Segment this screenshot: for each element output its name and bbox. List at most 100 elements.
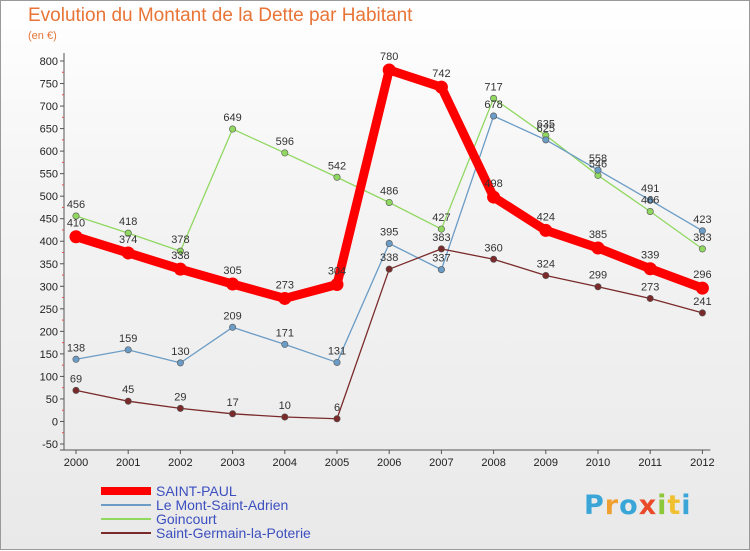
- y-tick-label: 600: [40, 146, 58, 158]
- data-label: 273: [641, 281, 659, 293]
- data-point: [72, 355, 80, 363]
- data-label: 305: [223, 265, 241, 277]
- data-point: [333, 358, 341, 366]
- data-label: 466: [641, 194, 659, 206]
- y-tick-label: 0: [52, 416, 58, 428]
- y-tick-label: 550: [40, 169, 58, 181]
- data-point: [281, 340, 289, 348]
- data-point: [124, 346, 132, 354]
- data-label: 159: [119, 333, 137, 345]
- chart-title: Evolution du Montant de la Dette par Hab…: [28, 5, 413, 26]
- data-label: 131: [328, 345, 346, 357]
- data-point: [124, 229, 132, 237]
- series-line: [71, 65, 707, 303]
- data-point: [591, 241, 605, 255]
- y-tick-label: 450: [40, 214, 58, 226]
- data-label: 29: [174, 391, 186, 403]
- data-point: [434, 80, 448, 94]
- data-label: 338: [171, 250, 189, 262]
- data-point: [542, 136, 550, 144]
- data-point: [176, 404, 184, 412]
- legend-swatch: [101, 504, 151, 506]
- logo-letter: o: [619, 490, 639, 521]
- y-tick-label: 650: [40, 124, 58, 136]
- data-point: [698, 309, 706, 317]
- data-point: [542, 271, 550, 279]
- data-point: [490, 112, 498, 120]
- data-label: 423: [693, 214, 711, 226]
- x-tick-label: 2012: [690, 457, 714, 469]
- data-point: [437, 225, 445, 233]
- data-label: 596: [276, 136, 294, 148]
- x-tick-label: 2006: [377, 457, 401, 469]
- data-point: [646, 196, 654, 204]
- data-label: 717: [484, 81, 502, 93]
- data-point: [539, 223, 553, 237]
- data-label: 10: [279, 400, 291, 412]
- y-tick-label: -50: [42, 439, 58, 451]
- data-point: [229, 410, 237, 418]
- data-point: [229, 323, 237, 331]
- data-point: [226, 277, 240, 291]
- x-tick-label: 2011: [638, 457, 662, 469]
- data-point: [281, 413, 289, 421]
- logo-letter: r: [604, 490, 620, 521]
- data-label: 374: [119, 234, 137, 246]
- y-tick-label: 750: [40, 79, 58, 91]
- data-point: [490, 255, 498, 263]
- x-tick-label: 2004: [273, 457, 297, 469]
- x-tick-label: 2001: [116, 457, 140, 469]
- data-label: 649: [223, 112, 241, 124]
- data-label: 273: [276, 279, 294, 291]
- data-point: [646, 207, 654, 215]
- data-label: 410: [67, 218, 85, 230]
- chart-subtitle: (en €): [28, 30, 57, 42]
- logo-letter: x: [638, 490, 658, 521]
- data-label: 45: [122, 384, 134, 396]
- data-label: 296: [693, 269, 711, 281]
- data-label: 130: [171, 346, 189, 358]
- data-label: 241: [693, 296, 711, 308]
- legend-label: Le Mont-Saint-Adrien: [156, 497, 289, 513]
- data-point: [69, 230, 83, 244]
- data-label: 209: [223, 310, 241, 322]
- x-tick-label: 2000: [64, 457, 88, 469]
- series-line: [75, 248, 704, 420]
- data-point: [385, 198, 393, 206]
- data-point: [643, 262, 657, 276]
- data-label: 491: [641, 183, 659, 195]
- data-label: 383: [693, 232, 711, 244]
- data-point: [385, 239, 393, 247]
- data-point: [695, 281, 709, 295]
- legend-swatch: [101, 487, 151, 495]
- data-point: [437, 245, 445, 253]
- legend-label: Goincourt: [156, 511, 217, 527]
- y-tick-label: 400: [40, 236, 58, 248]
- y-tick-label: 150: [40, 349, 58, 361]
- data-label: 418: [119, 216, 137, 228]
- data-point: [176, 247, 184, 255]
- data-point: [594, 166, 602, 174]
- data-point: [173, 262, 187, 276]
- y-tick-label: 500: [40, 191, 58, 203]
- data-point: [698, 245, 706, 253]
- data-label: 171: [276, 327, 294, 339]
- data-point: [281, 149, 289, 157]
- data-label: 546: [589, 158, 607, 170]
- data-label: 456: [67, 199, 85, 211]
- legend-label: SAINT-PAUL: [156, 483, 237, 499]
- data-label: 324: [537, 258, 555, 270]
- data-point: [382, 63, 396, 77]
- data-label: 360: [484, 242, 502, 254]
- x-tick-label: 2003: [220, 457, 244, 469]
- data-label: 625: [537, 123, 555, 135]
- data-label: 6: [334, 402, 340, 414]
- data-label: 17: [226, 397, 238, 409]
- legend-label: Saint-Germain-la-Poterie: [156, 525, 311, 541]
- data-label: 337: [432, 253, 450, 265]
- y-tick-label: 250: [40, 304, 58, 316]
- data-point: [487, 190, 501, 204]
- y-tick-label: 200: [40, 326, 58, 338]
- data-point: [72, 386, 80, 394]
